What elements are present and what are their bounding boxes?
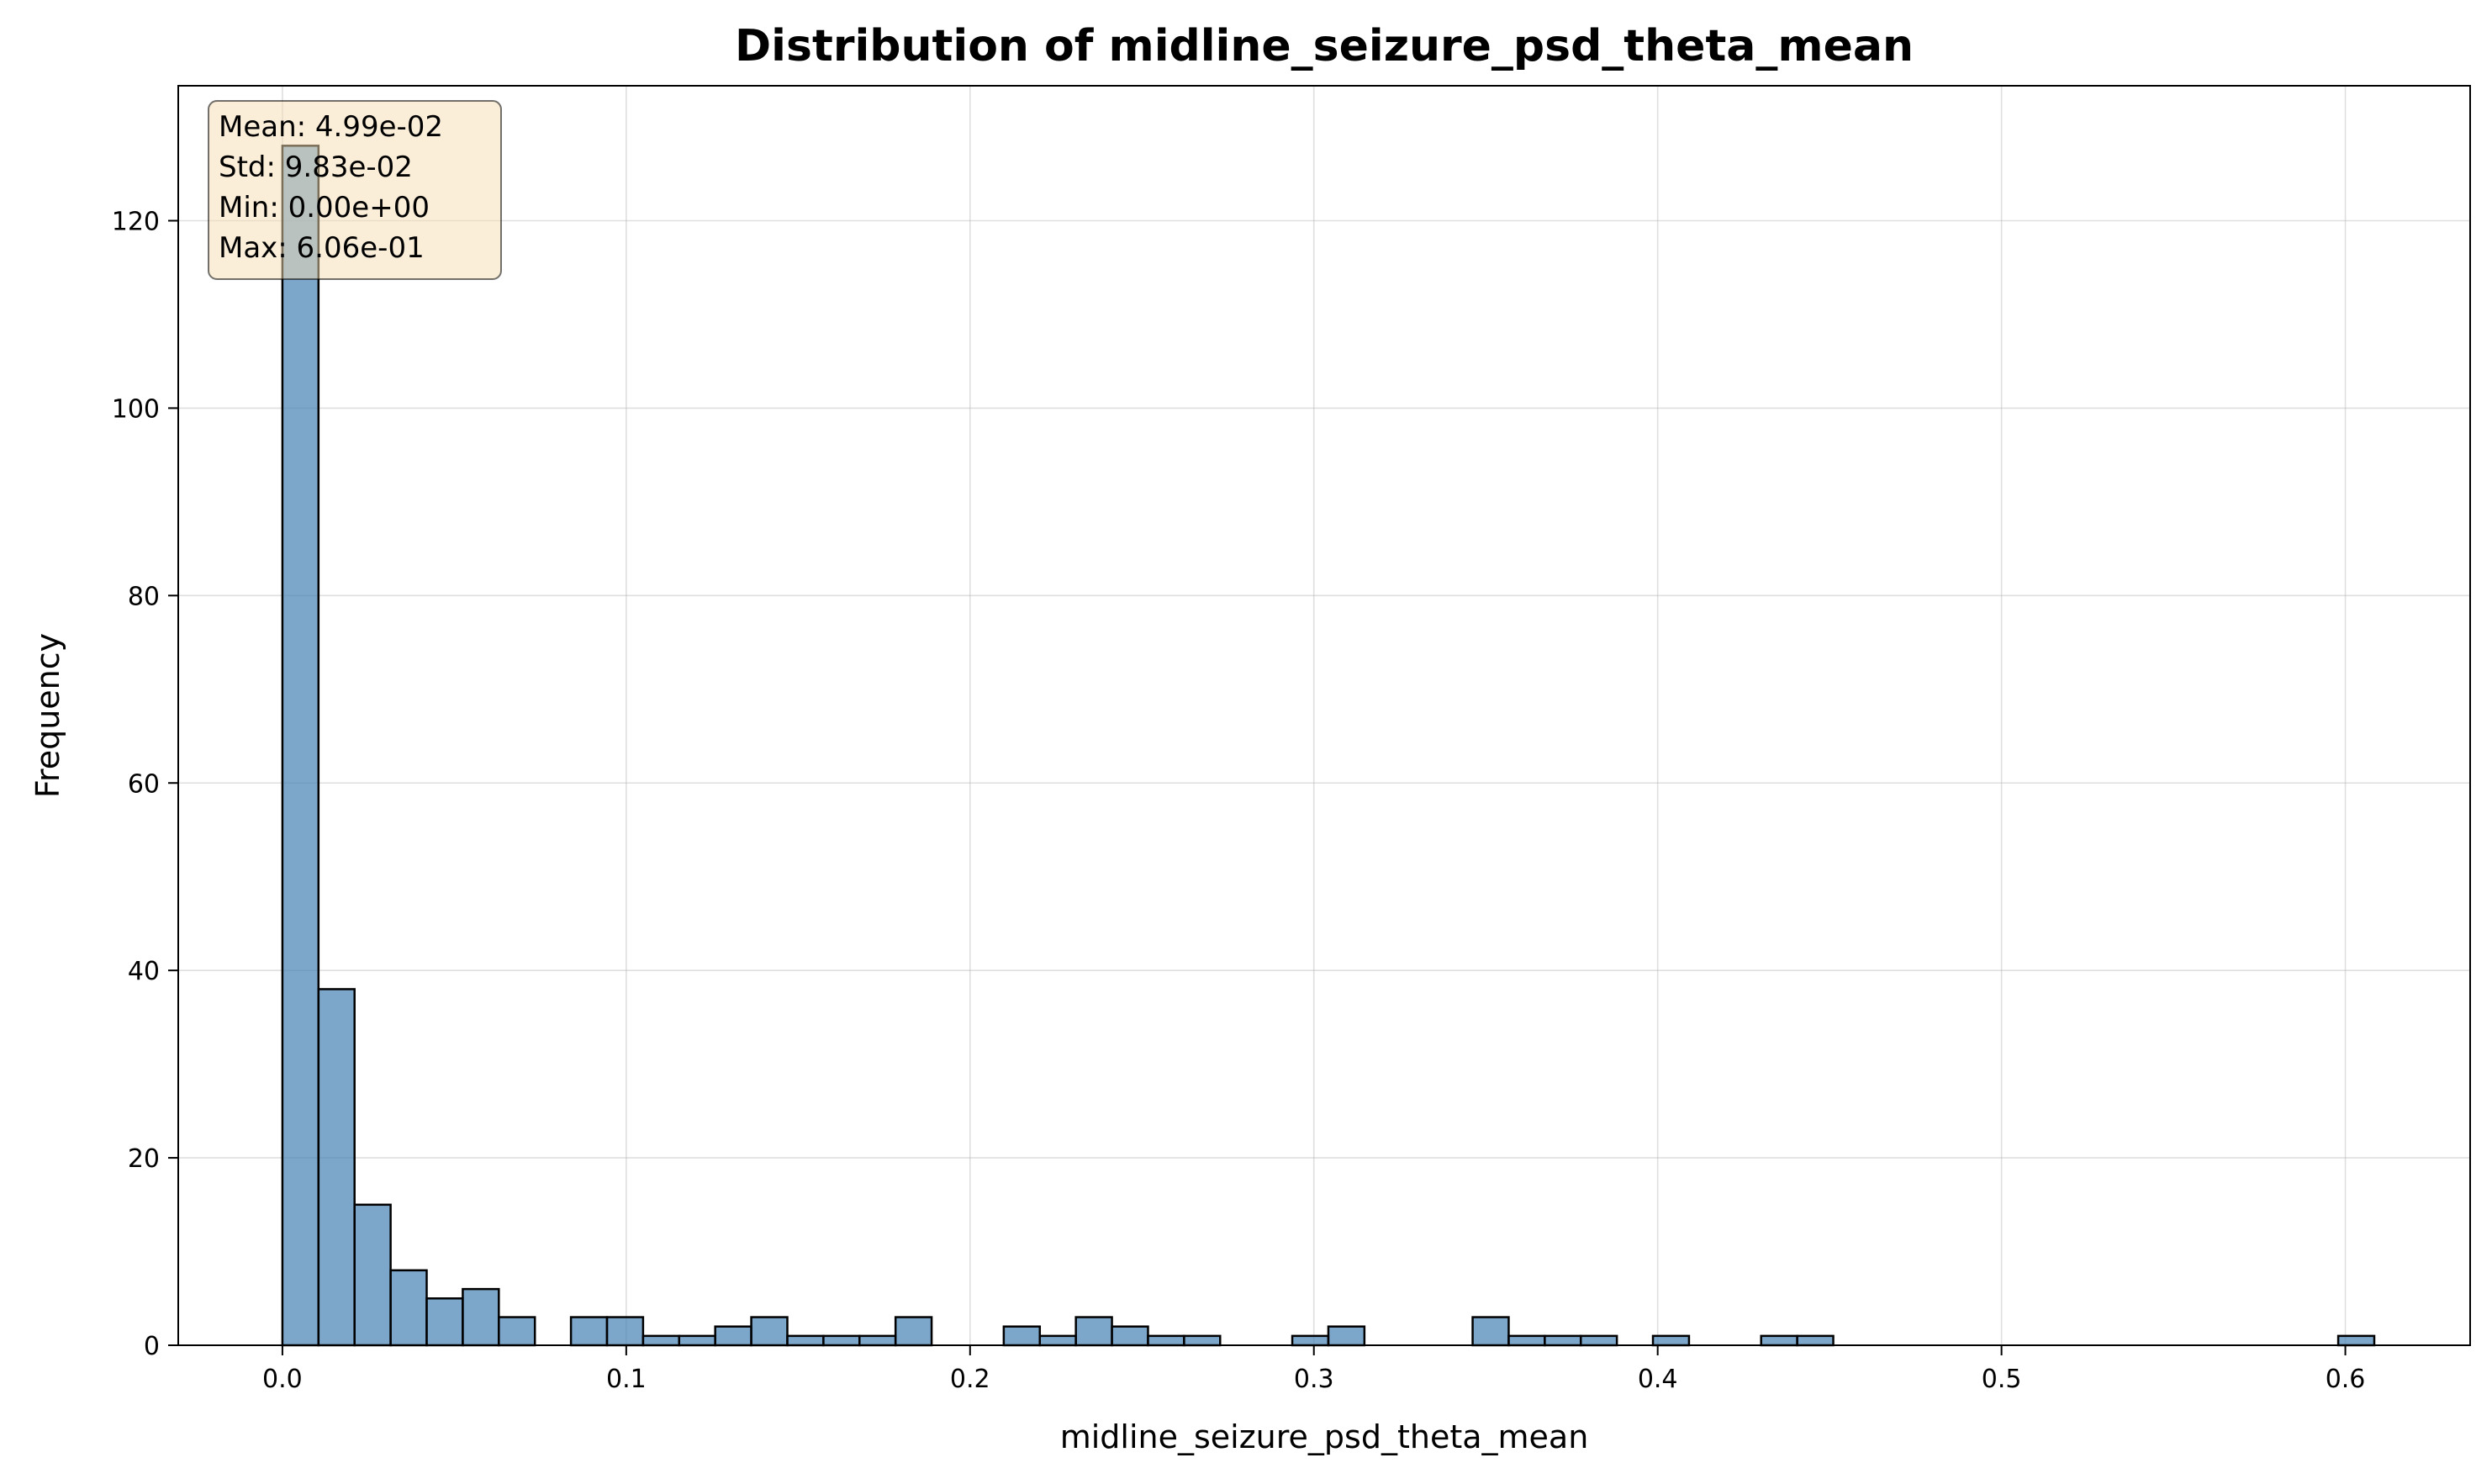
histogram-bar [605,1316,645,1347]
histogram-bar [678,1334,716,1347]
axis-ticks: 0.0 0.1 0.2 0.3 0.4 0.5 0.6 0 20 40 60 80 100 120 [112,208,2366,1395]
histogram-bar [1147,1334,1185,1347]
histogram-bar [317,988,356,1347]
y-axis-label: Frequency [29,633,66,798]
x-tick-label: 0.0 [262,1365,303,1394]
histogram-bar [1111,1325,1149,1347]
histogram-bars [281,145,2376,1347]
x-tick-label: 0.4 [1638,1365,1678,1394]
x-tick-label: 0.3 [1294,1365,1334,1394]
histogram-bar [1291,1334,1330,1347]
y-tick-label: 80 [128,582,160,611]
x-tick-label: 0.1 [606,1365,647,1394]
histogram-bar [1796,1334,1835,1347]
histogram-bar [641,1334,681,1347]
histogram-bar [714,1325,752,1347]
y-tick-label: 40 [128,957,160,986]
histogram-bar [1074,1316,1113,1347]
stats-box-background [208,100,502,280]
histogram-bar [1038,1334,1077,1347]
y-tick-label: 120 [112,208,160,237]
histogram-bar [1002,1325,1042,1347]
histogram-bar [750,1316,789,1347]
histogram-bar [1760,1334,1798,1347]
stats-max: Max: 6.06e-01 [219,231,425,265]
histogram-bar [1327,1325,1366,1347]
histogram-bar [822,1334,861,1347]
histogram-bar [1183,1334,1222,1347]
histogram-bar [2336,1334,2376,1347]
histogram-bar [281,145,320,1347]
x-axis-label: midline_seizure_psd_theta_mean [1060,1418,1589,1455]
histogram-bar [1544,1334,1582,1347]
stats-std: Std: 9.83e-02 [219,151,413,184]
x-tick-label: 0.6 [2326,1365,2366,1394]
histogram-bar [353,1203,392,1347]
axes-frame [177,85,2471,1346]
y-tick-label: 60 [128,769,160,799]
x-tick-label: 0.2 [950,1365,990,1394]
y-tick-label: 100 [112,394,160,424]
histogram-bar [498,1316,536,1347]
histogram-bar [786,1334,825,1347]
x-tick-label: 0.5 [1982,1365,2022,1394]
histogram-bar [1471,1316,1510,1347]
histogram-bar [389,1269,428,1347]
histogram-bar [569,1316,609,1347]
histogram-bar [425,1297,464,1347]
histogram-bar [1507,1334,1546,1347]
histogram-bar [1579,1334,1618,1347]
chart-title: Distribution of midline_seizure_psd_thet… [735,21,1914,71]
y-tick-label: 0 [144,1332,160,1361]
histogram-bar [462,1287,500,1347]
histogram-bar [1651,1334,1691,1347]
histogram-bar [858,1334,897,1347]
y-tick-label: 20 [128,1144,160,1174]
stats-min: Min: 0.00e+00 [219,191,430,224]
histogram-bar [894,1316,933,1347]
stats-box: Mean: 4.99e-02 Std: 9.83e-02 Min: 0.00e+… [208,100,502,280]
stats-mean: Mean: 4.99e-02 [219,110,443,144]
